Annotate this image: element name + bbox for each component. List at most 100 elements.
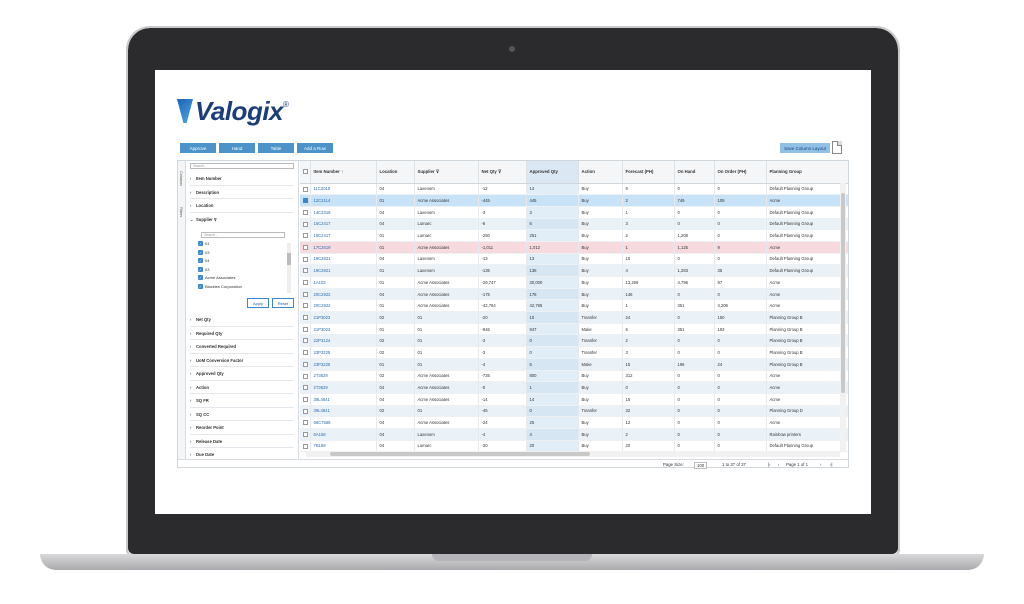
item-number-cell[interactable]: 20C2922 [310,299,377,313]
row-checkbox[interactable] [303,198,308,204]
table-cell[interactable]: 13 [526,253,579,266]
column-header[interactable]: Forecast (PH) [622,161,675,184]
supplier-option[interactable]: ✓ Blackies Corporation [198,283,242,289]
item-number-cell[interactable]: 2T3629 [310,370,377,383]
supplier-option[interactable]: ✓ 01 [198,241,209,246]
table-cell[interactable]: 136 [526,264,579,277]
table-cell[interactable]: 1 [526,381,579,394]
row-select-cell[interactable] [300,288,311,301]
sort-ascending-icon[interactable]: ↑ [339,169,344,175]
filter-item[interactable]: › Location [190,199,294,213]
checkbox-checked-icon[interactable]: ✓ [198,241,203,246]
table-cell[interactable]: 251 [526,229,579,242]
table-cell[interactable]: 0 [526,405,579,418]
table-cell[interactable]: 4 [526,428,579,441]
column-header[interactable]: Approved Qty [526,161,579,184]
item-number-cell[interactable]: 21P3023 [310,311,377,324]
table-cell[interactable]: 42,765 [526,299,579,313]
last-page-icon[interactable]: ›| [830,462,833,467]
row-checkbox[interactable] [303,291,308,297]
supplier-option[interactable]: ✓ 03 [198,249,209,255]
table-row[interactable]: 17C2619 01 Acme Associates -1,011 1,012 Buy 1 1… [300,241,848,254]
table-cell[interactable]: 0 [526,346,579,359]
scrollbar-thumb[interactable] [287,253,291,265]
row-checkbox[interactable] [303,373,308,379]
approve-button[interactable]: Approve [180,143,216,153]
supplier-option[interactable]: ✓ Acme Associates [198,275,235,280]
add-row-button[interactable]: Add a Row [297,143,333,153]
item-number-cell[interactable]: 39L4841 [310,405,377,418]
filter-item[interactable]: › Item Number [190,172,294,186]
item-number-cell[interactable]: 20C2922 [310,288,377,301]
row-select-cell[interactable] [300,428,311,441]
supplier-options-scrollbar[interactable] [287,243,291,293]
filter-item[interactable]: › Net Qty [190,313,294,327]
column-header[interactable]: On Order (PH) [714,161,767,184]
row-checkbox[interactable] [303,209,308,215]
table-row[interactable]: 1A103 01 Acme Associates -29,747 30,000 Buy 13… [300,276,848,289]
row-select-cell[interactable] [300,323,311,336]
row-checkbox[interactable] [303,420,308,426]
prev-page-icon[interactable]: ‹ [778,462,780,467]
item-number-cell[interactable]: 22P3124 [310,334,377,348]
table-row[interactable]: 21P3023 02 01 -20 10 Transfer 24 0 150 Planning G… [300,311,848,324]
column-header[interactable]: Item Number ↑ [310,161,377,184]
row-checkbox[interactable] [303,361,308,367]
checkbox-checked-icon[interactable]: ✓ [198,275,203,280]
checkbox-checked-icon[interactable]: ✓ [198,266,203,272]
column-header[interactable]: Supplier ⊽ [414,161,479,184]
table-row[interactable]: 39L4841 04 Acme Associates -14 14 Buy 15 0 0 Acme [300,393,848,406]
item-number-cell[interactable]: 12C2114 [310,194,377,207]
table-row[interactable]: 66C7568 04 Acme Associates -24 25 Buy 12 0 0 Acme [300,416,848,429]
row-checkbox[interactable] [303,350,308,356]
hand-button[interactable]: Hand [219,143,255,153]
item-number-cell[interactable]: 2T3629 [310,381,377,394]
row-select-cell[interactable] [300,311,311,324]
row-checkbox[interactable] [303,385,308,391]
row-checkbox[interactable] [303,431,308,437]
row-select-cell[interactable] [300,299,311,313]
save-column-layout-button[interactable]: Save Column Layout [780,143,830,153]
table-row[interactable]: 23P3225 02 01 -3 0 Transfer 3 0 0 Planning Group … [300,346,848,359]
column-header[interactable]: Net Qty ⊽ [478,161,527,184]
row-select-cell[interactable] [300,370,311,383]
filter-item[interactable]: › Release Date [190,435,294,448]
next-page-icon[interactable]: › [820,462,822,467]
column-header[interactable]: Planning Group [766,161,848,184]
item-number-cell[interactable]: 21P3023 [310,323,377,336]
table-cell[interactable]: 10 [526,311,579,324]
table-row[interactable]: 22P3124 02 01 -3 0 Transfer 2 0 0 Planning Group … [300,334,848,348]
row-select-cell[interactable] [300,358,311,371]
table-row[interactable]: 39L4841 02 01 -45 0 Transfer 32 0 0 Planning Grou… [300,405,848,418]
row-checkbox[interactable] [303,315,308,321]
table-cell[interactable]: 3 [526,206,579,219]
row-checkbox[interactable] [303,338,308,344]
row-select-cell[interactable] [300,183,311,196]
table-row[interactable]: 6A158 04 Laxenom -4 4 Buy 2 0 0 Rainbow printers [300,428,848,441]
row-checkbox[interactable] [303,443,308,449]
table-row[interactable]: 12C2114 01 Acme Associates -445 445 Buy 2 749 10… [300,194,848,207]
column-header[interactable]: On Hand [674,161,715,184]
filter-item[interactable]: › Due Date [190,448,294,459]
filter-item[interactable]: › Converted Required [190,340,294,354]
reset-button[interactable]: Reset [272,298,294,308]
tab-filters[interactable]: Filters [179,207,183,218]
checkbox-checked-icon[interactable]: ✓ [198,283,203,289]
row-checkbox[interactable] [303,280,308,286]
row-select-cell[interactable] [300,229,311,242]
row-checkbox[interactable] [303,186,308,192]
row-checkbox[interactable] [303,244,308,250]
table-row[interactable]: 15C2417 04 Lumarc -6 6 Buy 3 0 0 Default Planning… [300,218,848,231]
row-select-cell[interactable] [300,381,311,394]
filter-item[interactable]: › SQ FR [190,394,294,408]
table-row[interactable]: 2T3629 04 Acme Associates -0 1 Buy 0 0 0 Acme [300,381,848,394]
item-number-cell[interactable]: 66C7568 [310,416,377,429]
row-checkbox[interactable] [303,221,308,227]
table-row[interactable]: 15C2417 01 Lumarc -250 251 Buy 2 1,208 0 Default … [300,229,848,242]
table-cell[interactable]: 14 [526,183,579,196]
funnel-icon[interactable]: ⊽ [496,168,502,174]
table-cell[interactable]: 1,012 [526,241,579,254]
column-header[interactable]: Location [376,161,415,184]
column-header[interactable]: Action [578,161,623,184]
grid-horizontal-scrollbar[interactable] [306,451,840,457]
